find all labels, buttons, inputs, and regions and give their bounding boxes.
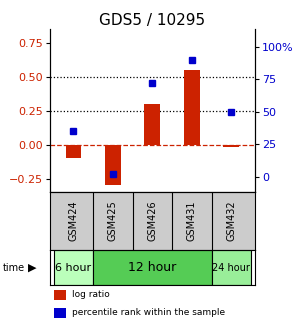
Text: 6 hour: 6 hour [55, 263, 91, 273]
Text: percentile rank within the sample: percentile rank within the sample [72, 308, 226, 318]
Bar [212, 250, 251, 285]
Text: GSM425: GSM425 [108, 201, 118, 241]
Bar [105, 145, 121, 185]
Bar [223, 145, 239, 147]
Title: GDS5 / 10295: GDS5 / 10295 [99, 13, 205, 28]
Text: time: time [3, 263, 25, 273]
Bar [66, 145, 81, 158]
Text: GSM426: GSM426 [147, 201, 157, 241]
Bar [184, 70, 200, 145]
Text: 24 hour: 24 hour [212, 263, 250, 273]
FancyBboxPatch shape [54, 290, 66, 300]
Text: ▶: ▶ [28, 263, 36, 273]
Text: 12 hour: 12 hour [128, 261, 176, 274]
Bar [93, 250, 212, 285]
Bar [54, 250, 93, 285]
FancyBboxPatch shape [54, 308, 66, 318]
Text: log ratio: log ratio [72, 290, 110, 299]
Text: GSM424: GSM424 [69, 201, 79, 241]
Text: GSM431: GSM431 [187, 201, 197, 241]
Bar [144, 104, 160, 145]
Text: GSM432: GSM432 [226, 201, 236, 241]
